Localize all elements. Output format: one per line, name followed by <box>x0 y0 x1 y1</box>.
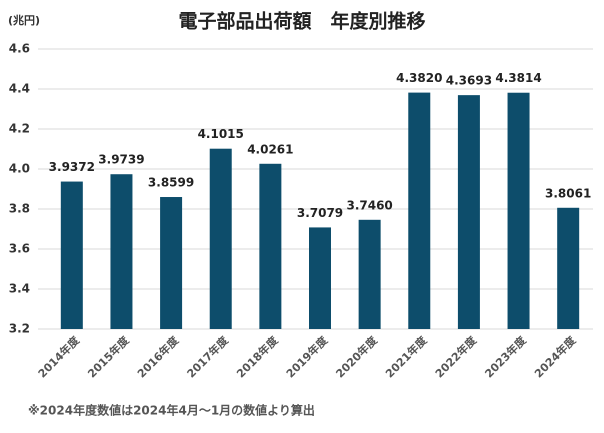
y-tick-label: 3.4 <box>9 282 30 296</box>
value-label: 4.1015 <box>198 127 244 141</box>
x-tick-label: 2022年度 <box>432 333 480 381</box>
bar <box>209 148 232 329</box>
value-label: 3.8061 <box>545 186 591 200</box>
x-tick-label: 2014年度 <box>35 333 83 381</box>
bar <box>358 219 381 329</box>
value-label: 3.8599 <box>148 176 194 190</box>
y-tick-label: 3.2 <box>9 322 30 336</box>
y-tick-label: 4.6 <box>9 42 30 56</box>
bar <box>60 181 83 329</box>
value-label: 4.0261 <box>247 142 293 156</box>
value-label: 3.7079 <box>297 206 343 220</box>
y-tick-label: 3.8 <box>9 202 30 216</box>
x-tick-label: 2023年度 <box>482 333 530 381</box>
value-label: 4.3820 <box>396 71 442 85</box>
value-label: 3.7460 <box>346 198 392 212</box>
x-tick-label: 2015年度 <box>85 333 133 381</box>
bar <box>160 197 183 329</box>
bar <box>309 227 331 329</box>
x-tick-label: 2020年度 <box>333 333 381 381</box>
bar <box>259 163 282 329</box>
y-tick-label: 4.4 <box>9 82 30 96</box>
x-tick-label: 2021年度 <box>382 333 430 381</box>
x-tick-label: 2017年度 <box>184 333 232 381</box>
y-tick-label: 4.0 <box>9 162 30 176</box>
bar <box>408 92 431 329</box>
x-tick-label: 2016年度 <box>134 333 182 381</box>
value-label: 4.3814 <box>495 71 541 85</box>
y-tick-label: 4.2 <box>9 122 30 136</box>
bar <box>110 174 133 329</box>
x-tick-label: 2019年度 <box>283 333 331 381</box>
chart-title: 電子部品出荷額 年度別推移 <box>178 10 425 33</box>
y-tick-label: 3.6 <box>9 242 30 256</box>
footnote: ※2024年度数値は2024年4月～1月の数値より算出 <box>28 403 315 418</box>
value-label: 3.9372 <box>49 160 95 174</box>
unit-label: (兆円) <box>8 13 40 27</box>
x-tick-label: 2024年度 <box>531 333 579 381</box>
value-label: 3.9739 <box>98 153 144 167</box>
x-tick-label: 2018年度 <box>233 333 281 381</box>
bar <box>557 207 580 329</box>
bar <box>507 92 530 329</box>
value-label: 4.3693 <box>446 74 492 88</box>
bar <box>457 95 480 329</box>
